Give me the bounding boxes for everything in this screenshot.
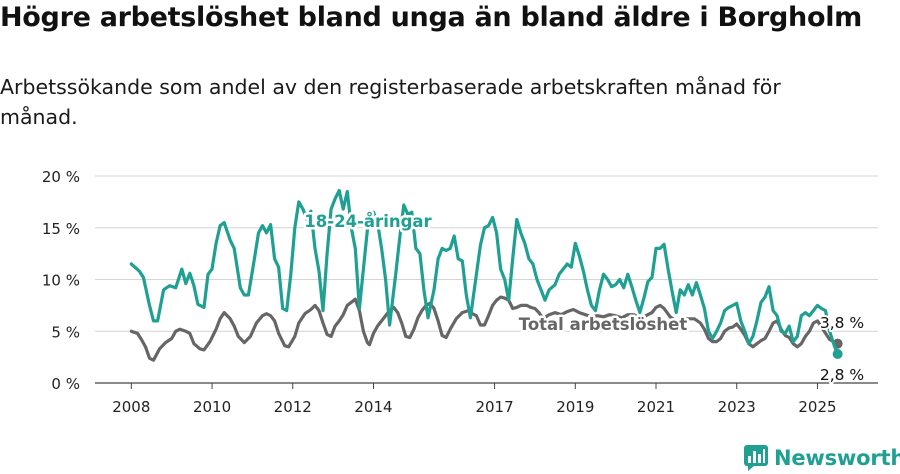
series-labels: 18-24-åringar Total arbetslöshet 3,8 % 2,8 … bbox=[302, 210, 866, 387]
y-tick-label: 5 % bbox=[51, 323, 80, 341]
x-tick-label: 2010 bbox=[193, 398, 231, 416]
series-line-youth bbox=[129, 188, 840, 356]
series-line-total bbox=[129, 295, 840, 362]
y-tick-label: 20 % bbox=[42, 168, 80, 186]
x-tick-label: 2012 bbox=[274, 398, 312, 416]
newsworthy-logo: Newsworthy bbox=[744, 444, 900, 472]
series-lines bbox=[129, 188, 843, 362]
y-tick-label: 0 % bbox=[51, 375, 80, 393]
y-axis-ticks: 0 % 5 % 10 % 15 % 20 % bbox=[42, 168, 80, 393]
series-name-label-youth: 18-24-åringar bbox=[304, 212, 432, 231]
brand-name: Newsworthy bbox=[774, 446, 900, 470]
y-tick-label: 15 % bbox=[42, 220, 80, 238]
chart-title: Högre arbetslöshet bland unga än bland ä… bbox=[0, 2, 863, 33]
x-tick-label: 2025 bbox=[798, 398, 836, 416]
x-tick-label: 2017 bbox=[475, 398, 513, 416]
bar-chart-logo-icon bbox=[744, 445, 768, 471]
y-tick-label: 10 % bbox=[42, 272, 80, 290]
x-tick-label: 2019 bbox=[556, 398, 594, 416]
series-name-label-total: Total arbetslöshet bbox=[519, 315, 688, 334]
chart-subtitle: Arbetssökande som andel av den registerb… bbox=[0, 75, 781, 129]
end-value-label-total: 3,8 % bbox=[820, 314, 864, 332]
x-tick-label: 2023 bbox=[718, 398, 756, 416]
end-value-label-youth: 2,8 % bbox=[820, 366, 864, 384]
x-axis-ticks: 2008 2010 2012 2014 2017 2019 2021 2023 2025 bbox=[112, 383, 837, 416]
x-tick-label: 2014 bbox=[354, 398, 392, 416]
gridlines bbox=[95, 175, 878, 384]
x-tick-label: 2008 bbox=[112, 398, 150, 416]
x-tick-label: 2021 bbox=[637, 398, 675, 416]
line-chart: 0 %5 %10 %15 %20 % 2008 2010 2012 2014 2017 2… bbox=[42, 168, 878, 416]
series-end-dot bbox=[832, 349, 843, 360]
